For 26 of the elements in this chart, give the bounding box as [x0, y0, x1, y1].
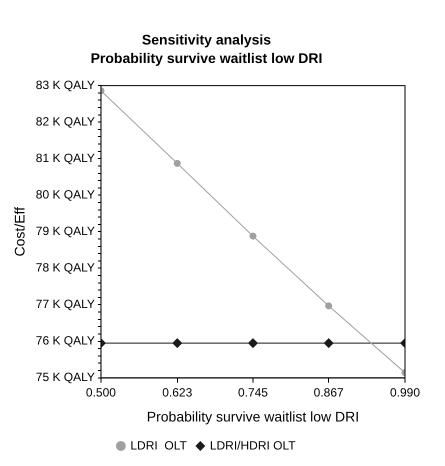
y-tick-label: 75 K QALY [36, 370, 95, 384]
y-tick-label: 81 K QALY [36, 150, 95, 165]
y-tick-label: 80 K QALY [36, 187, 95, 202]
x-tick-label: 0.500 [86, 385, 116, 400]
y-tick-label: 79 K QALY [36, 224, 95, 238]
x-tick-label: 0.745 [238, 385, 268, 400]
point [249, 232, 256, 240]
x-tick-label: 0.990 [390, 385, 420, 400]
x-axis-title: Probability survive waitlist low DRI [146, 408, 360, 424]
legend-label: LDRI OLT [130, 438, 188, 452]
point [172, 338, 182, 348]
y-tick-label: 77 K QALY [36, 297, 95, 312]
legend-label: LDRI/HDRI OLT [210, 438, 296, 452]
point [174, 160, 181, 167]
chart-title: Sensitivity analysis [142, 31, 272, 48]
x-tick-label: 0.867 [314, 385, 344, 400]
point [248, 338, 258, 348]
y-tick-label: 78 K QALY [36, 260, 95, 275]
y-axis-title: Cost/Eff [11, 206, 28, 256]
x-tick-label: 0.623 [162, 385, 193, 400]
point [324, 338, 334, 348]
y-tick-label: 83 K QALY [36, 78, 95, 92]
y-tick-label: 82 K QALY [36, 114, 95, 128]
chart-subtitle: Probability survive waitlist low DRI [90, 50, 322, 66]
point [325, 302, 332, 310]
y-tick-label: 76 K QALY [36, 334, 95, 348]
